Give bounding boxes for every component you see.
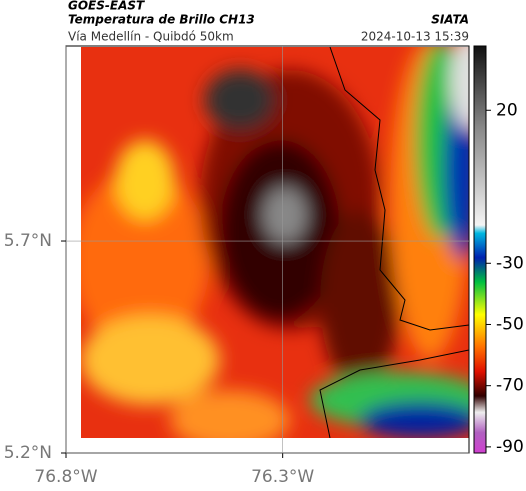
title: GOES-EAST — [68, 0, 145, 13]
colorbar-tick-label: -50 — [496, 314, 524, 334]
colorbar-tick-label: -70 — [496, 376, 524, 396]
y-tick-label: 5.2°N — [4, 443, 52, 463]
colorbar-tick-label: 20 — [496, 100, 518, 120]
region: Vía Medellín - Quibdó 50km — [68, 30, 234, 44]
y-tick-label: 5.7°N — [4, 231, 52, 251]
subtitle: Temperatura de Brillo CH13 — [68, 13, 255, 27]
colorbar-tick-label: -90 — [496, 437, 524, 457]
x-tick-label: 76.8°W — [34, 467, 97, 487]
timestamp: 2024-10-13 15:39 — [361, 30, 469, 44]
satellite-image — [81, 47, 469, 438]
colorbar — [473, 45, 487, 454]
source: SIATA — [431, 13, 469, 27]
x-tick-label: 76.3°W — [251, 467, 314, 487]
colorbar-tick-label: -30 — [496, 253, 524, 273]
